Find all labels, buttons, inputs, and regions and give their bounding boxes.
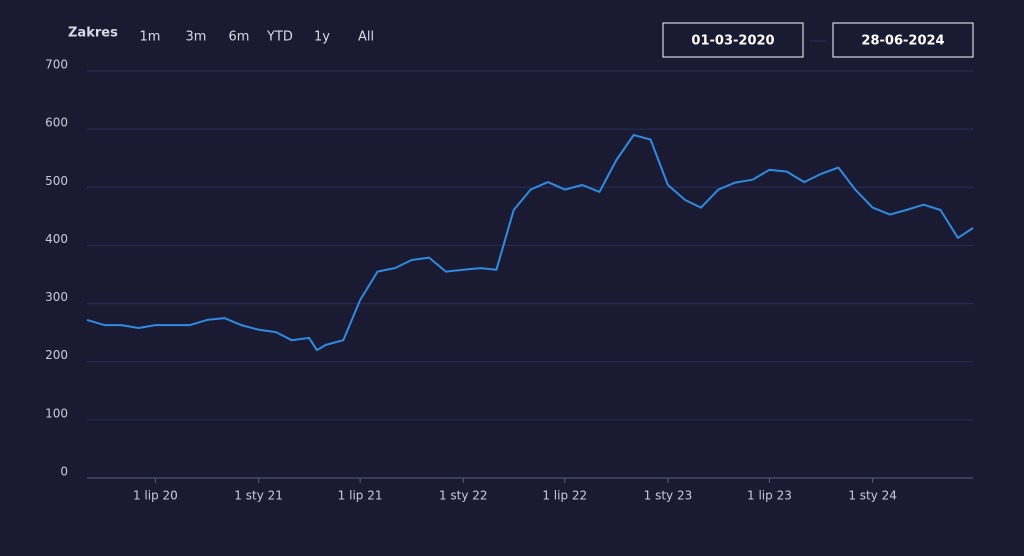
y-tick-label: 600	[45, 116, 68, 130]
range-button[interactable]: All	[358, 30, 374, 45]
x-tick-label: 1 sty 22	[439, 489, 488, 503]
x-tick-label: 1 sty 21	[234, 489, 283, 503]
y-tick-label: 200	[45, 348, 68, 362]
range-label: Zakres	[68, 26, 118, 41]
y-tick-label: 700	[45, 58, 68, 72]
x-tick-label: 1 sty 24	[848, 489, 897, 503]
y-tick-label: 300	[45, 290, 68, 304]
y-tick-label: 100	[45, 406, 68, 420]
price-line	[86, 134, 974, 352]
y-tick-label: 0	[60, 465, 68, 479]
y-tick-label: 400	[45, 232, 68, 246]
range-button[interactable]: YTD	[266, 30, 293, 45]
range-button[interactable]: 1y	[314, 30, 330, 45]
x-tick-label: 1 lip 22	[542, 489, 587, 503]
range-button[interactable]: 6m	[229, 30, 250, 45]
from-date[interactable]: 01-03-2020	[691, 34, 774, 49]
x-tick-label: 1 lip 21	[338, 489, 383, 503]
range-button[interactable]: 1m	[140, 30, 161, 45]
range-button[interactable]: 3m	[186, 30, 207, 45]
x-tick-label: 1 sty 23	[644, 489, 693, 503]
x-tick-label: 1 lip 20	[133, 489, 178, 503]
to-date-box[interactable]	[832, 22, 974, 58]
x-tick-label: 1 lip 23	[747, 489, 792, 503]
y-tick-label: 500	[45, 174, 68, 188]
from-date-box[interactable]	[662, 22, 804, 58]
to-date[interactable]: 28-06-2024	[861, 34, 944, 49]
